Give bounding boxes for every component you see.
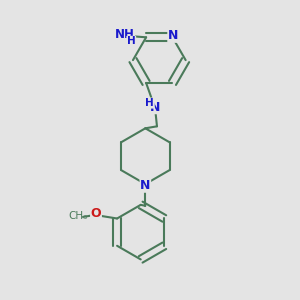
Text: NH: NH bbox=[115, 28, 134, 41]
Text: N: N bbox=[168, 29, 178, 42]
Text: N: N bbox=[140, 179, 151, 192]
Text: N: N bbox=[140, 179, 151, 192]
Text: H: H bbox=[146, 98, 154, 108]
Text: NH: NH bbox=[115, 28, 134, 41]
Text: H: H bbox=[127, 36, 136, 46]
Text: CH₃: CH₃ bbox=[69, 211, 88, 221]
Text: N: N bbox=[150, 100, 161, 114]
Text: N: N bbox=[150, 100, 161, 114]
Text: O: O bbox=[91, 207, 101, 220]
Text: N: N bbox=[168, 29, 178, 42]
Text: H: H bbox=[146, 98, 154, 108]
Text: O: O bbox=[91, 207, 101, 220]
Text: H: H bbox=[127, 36, 136, 46]
